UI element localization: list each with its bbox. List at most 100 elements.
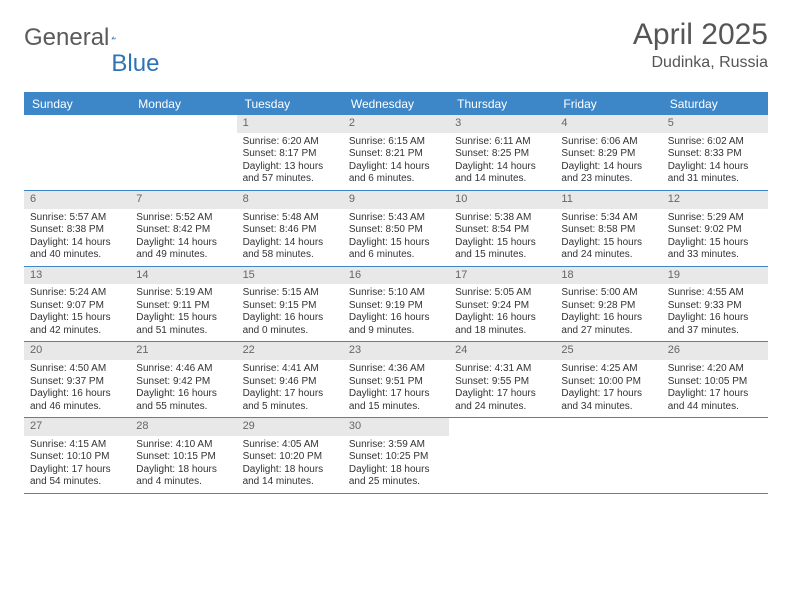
dayhead-fri: Friday	[555, 93, 661, 115]
sunrise-text: Sunrise: 5:52 AM	[136, 212, 230, 225]
title-block: April 2025 Dudinka, Russia	[633, 18, 768, 72]
day-cell: 24Sunrise: 4:31 AMSunset: 9:55 PMDayligh…	[449, 342, 555, 417]
day-number: 10	[449, 191, 555, 209]
daylight-text: Daylight: 16 hours and 18 minutes.	[455, 312, 549, 337]
daylight-text: Daylight: 17 hours and 44 minutes.	[668, 388, 762, 413]
week-row: 20Sunrise: 4:50 AMSunset: 9:37 PMDayligh…	[24, 342, 768, 418]
day-cell: 4Sunrise: 6:06 AMSunset: 8:29 PMDaylight…	[555, 115, 661, 190]
empty-cell	[24, 115, 130, 190]
sunset-text: Sunset: 9:19 PM	[349, 300, 443, 313]
daylight-text: Daylight: 14 hours and 14 minutes.	[455, 161, 549, 186]
sunset-text: Sunset: 9:33 PM	[668, 300, 762, 313]
day-cell: 2Sunrise: 6:15 AMSunset: 8:21 PMDaylight…	[343, 115, 449, 190]
daylight-text: Daylight: 17 hours and 15 minutes.	[349, 388, 443, 413]
sunset-text: Sunset: 10:00 PM	[561, 376, 655, 389]
day-body: Sunrise: 6:20 AMSunset: 8:17 PMDaylight:…	[237, 133, 343, 190]
sunset-text: Sunset: 8:17 PM	[243, 148, 337, 161]
day-cell: 6Sunrise: 5:57 AMSunset: 8:38 PMDaylight…	[24, 191, 130, 266]
sunset-text: Sunset: 9:11 PM	[136, 300, 230, 313]
dayhead-sun: Sunday	[24, 93, 130, 115]
sunrise-text: Sunrise: 6:11 AM	[455, 136, 549, 149]
daylight-text: Daylight: 14 hours and 49 minutes.	[136, 237, 230, 262]
day-cell: 3Sunrise: 6:11 AMSunset: 8:25 PMDaylight…	[449, 115, 555, 190]
location-label: Dudinka, Russia	[633, 54, 768, 72]
day-body: Sunrise: 5:57 AMSunset: 8:38 PMDaylight:…	[24, 209, 130, 266]
day-cell: 1Sunrise: 6:20 AMSunset: 8:17 PMDaylight…	[237, 115, 343, 190]
sunrise-text: Sunrise: 4:50 AM	[30, 363, 124, 376]
day-cell: 5Sunrise: 6:02 AMSunset: 8:33 PMDaylight…	[662, 115, 768, 190]
day-body: Sunrise: 6:15 AMSunset: 8:21 PMDaylight:…	[343, 133, 449, 190]
day-cell: 16Sunrise: 5:10 AMSunset: 9:19 PMDayligh…	[343, 267, 449, 342]
day-body: Sunrise: 4:05 AMSunset: 10:20 PMDaylight…	[237, 436, 343, 493]
sunset-text: Sunset: 9:24 PM	[455, 300, 549, 313]
sunrise-text: Sunrise: 4:05 AM	[243, 439, 337, 452]
daylight-text: Daylight: 16 hours and 37 minutes.	[668, 312, 762, 337]
daylight-text: Daylight: 15 hours and 33 minutes.	[668, 237, 762, 262]
day-body: Sunrise: 5:00 AMSunset: 9:28 PMDaylight:…	[555, 284, 661, 341]
daylight-text: Daylight: 15 hours and 42 minutes.	[30, 312, 124, 337]
dayhead-tue: Tuesday	[237, 93, 343, 115]
day-number: 23	[343, 342, 449, 360]
day-number: 29	[237, 418, 343, 436]
day-body: Sunrise: 4:31 AMSunset: 9:55 PMDaylight:…	[449, 360, 555, 417]
day-body: Sunrise: 4:41 AMSunset: 9:46 PMDaylight:…	[237, 360, 343, 417]
sunset-text: Sunset: 9:28 PM	[561, 300, 655, 313]
day-cell: 13Sunrise: 5:24 AMSunset: 9:07 PMDayligh…	[24, 267, 130, 342]
day-body: Sunrise: 5:48 AMSunset: 8:46 PMDaylight:…	[237, 209, 343, 266]
sunset-text: Sunset: 8:38 PM	[30, 224, 124, 237]
day-cell: 29Sunrise: 4:05 AMSunset: 10:20 PMDaylig…	[237, 418, 343, 493]
sunset-text: Sunset: 10:20 PM	[243, 451, 337, 464]
daylight-text: Daylight: 16 hours and 9 minutes.	[349, 312, 443, 337]
daylight-text: Daylight: 14 hours and 40 minutes.	[30, 237, 124, 262]
daylight-text: Daylight: 18 hours and 4 minutes.	[136, 464, 230, 489]
brand-text-blue: Blue	[111, 50, 159, 78]
day-number: 22	[237, 342, 343, 360]
day-body: Sunrise: 5:19 AMSunset: 9:11 PMDaylight:…	[130, 284, 236, 341]
sunset-text: Sunset: 9:15 PM	[243, 300, 337, 313]
day-number: 9	[343, 191, 449, 209]
sunrise-text: Sunrise: 6:15 AM	[349, 136, 443, 149]
brand-text-general: General	[24, 24, 109, 52]
daylight-text: Daylight: 16 hours and 55 minutes.	[136, 388, 230, 413]
sunrise-text: Sunrise: 5:43 AM	[349, 212, 443, 225]
sunrise-text: Sunrise: 5:10 AM	[349, 287, 443, 300]
day-number: 12	[662, 191, 768, 209]
day-cell: 23Sunrise: 4:36 AMSunset: 9:51 PMDayligh…	[343, 342, 449, 417]
day-cell: 30Sunrise: 3:59 AMSunset: 10:25 PMDaylig…	[343, 418, 449, 493]
sunset-text: Sunset: 9:46 PM	[243, 376, 337, 389]
daylight-text: Daylight: 16 hours and 46 minutes.	[30, 388, 124, 413]
sunset-text: Sunset: 8:46 PM	[243, 224, 337, 237]
day-body: Sunrise: 4:55 AMSunset: 9:33 PMDaylight:…	[662, 284, 768, 341]
day-cell: 8Sunrise: 5:48 AMSunset: 8:46 PMDaylight…	[237, 191, 343, 266]
sunset-text: Sunset: 8:42 PM	[136, 224, 230, 237]
daylight-text: Daylight: 15 hours and 51 minutes.	[136, 312, 230, 337]
daylight-text: Daylight: 14 hours and 23 minutes.	[561, 161, 655, 186]
day-number: 18	[555, 267, 661, 285]
daylight-text: Daylight: 17 hours and 34 minutes.	[561, 388, 655, 413]
day-body: Sunrise: 5:29 AMSunset: 9:02 PMDaylight:…	[662, 209, 768, 266]
daylight-text: Daylight: 17 hours and 5 minutes.	[243, 388, 337, 413]
weeks-container: 1Sunrise: 6:20 AMSunset: 8:17 PMDaylight…	[24, 115, 768, 494]
day-cell: 10Sunrise: 5:38 AMSunset: 8:54 PMDayligh…	[449, 191, 555, 266]
day-number: 16	[343, 267, 449, 285]
day-cell: 15Sunrise: 5:15 AMSunset: 9:15 PMDayligh…	[237, 267, 343, 342]
day-number: 17	[449, 267, 555, 285]
day-number: 14	[130, 267, 236, 285]
daylight-text: Daylight: 13 hours and 57 minutes.	[243, 161, 337, 186]
empty-cell	[130, 115, 236, 190]
sunset-text: Sunset: 9:07 PM	[30, 300, 124, 313]
day-body: Sunrise: 5:38 AMSunset: 8:54 PMDaylight:…	[449, 209, 555, 266]
day-body: Sunrise: 5:10 AMSunset: 9:19 PMDaylight:…	[343, 284, 449, 341]
daylight-text: Daylight: 16 hours and 27 minutes.	[561, 312, 655, 337]
day-cell: 20Sunrise: 4:50 AMSunset: 9:37 PMDayligh…	[24, 342, 130, 417]
sunrise-text: Sunrise: 4:20 AM	[668, 363, 762, 376]
calendar-grid: Sunday Monday Tuesday Wednesday Thursday…	[24, 92, 768, 494]
sunset-text: Sunset: 10:10 PM	[30, 451, 124, 464]
dayhead-sat: Saturday	[662, 93, 768, 115]
sunrise-text: Sunrise: 5:19 AM	[136, 287, 230, 300]
sunrise-text: Sunrise: 4:31 AM	[455, 363, 549, 376]
sunrise-text: Sunrise: 4:41 AM	[243, 363, 337, 376]
dayhead-thu: Thursday	[449, 93, 555, 115]
day-body: Sunrise: 4:25 AMSunset: 10:00 PMDaylight…	[555, 360, 661, 417]
day-cell: 19Sunrise: 4:55 AMSunset: 9:33 PMDayligh…	[662, 267, 768, 342]
